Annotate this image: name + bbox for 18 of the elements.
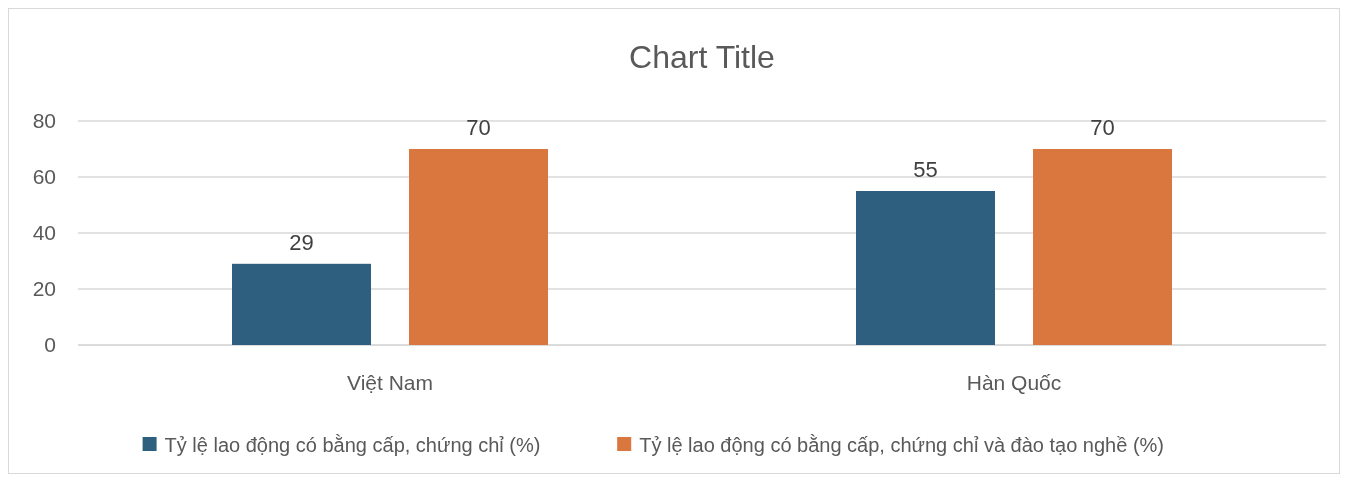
bar [232,263,371,345]
data-label: 70 [1090,115,1115,140]
data-label: 70 [466,115,491,140]
y-tick-label: 80 [32,109,56,133]
bar [1033,149,1172,345]
y-tick-label: 20 [32,277,56,301]
data-label: 55 [913,157,938,182]
y-tick-label: 60 [32,165,56,189]
chart-title: Chart Title [629,39,775,75]
x-tick-label: Việt Nam [347,371,433,394]
bar [409,149,548,345]
data-label: 29 [289,229,314,255]
x-tick-label: Hàn Quốc [966,371,1062,394]
bar [856,191,995,345]
legend-label: Tỷ lệ lao động có bằng cấp, chứng chỉ và đào tạo nghề (%) [639,434,1165,456]
y-tick-label: 0 [44,333,56,357]
legend-label: Tỷ lệ lao động có bằng cấp, chứng chỉ (%) [164,434,541,456]
y-tick-label: 40 [32,221,56,245]
